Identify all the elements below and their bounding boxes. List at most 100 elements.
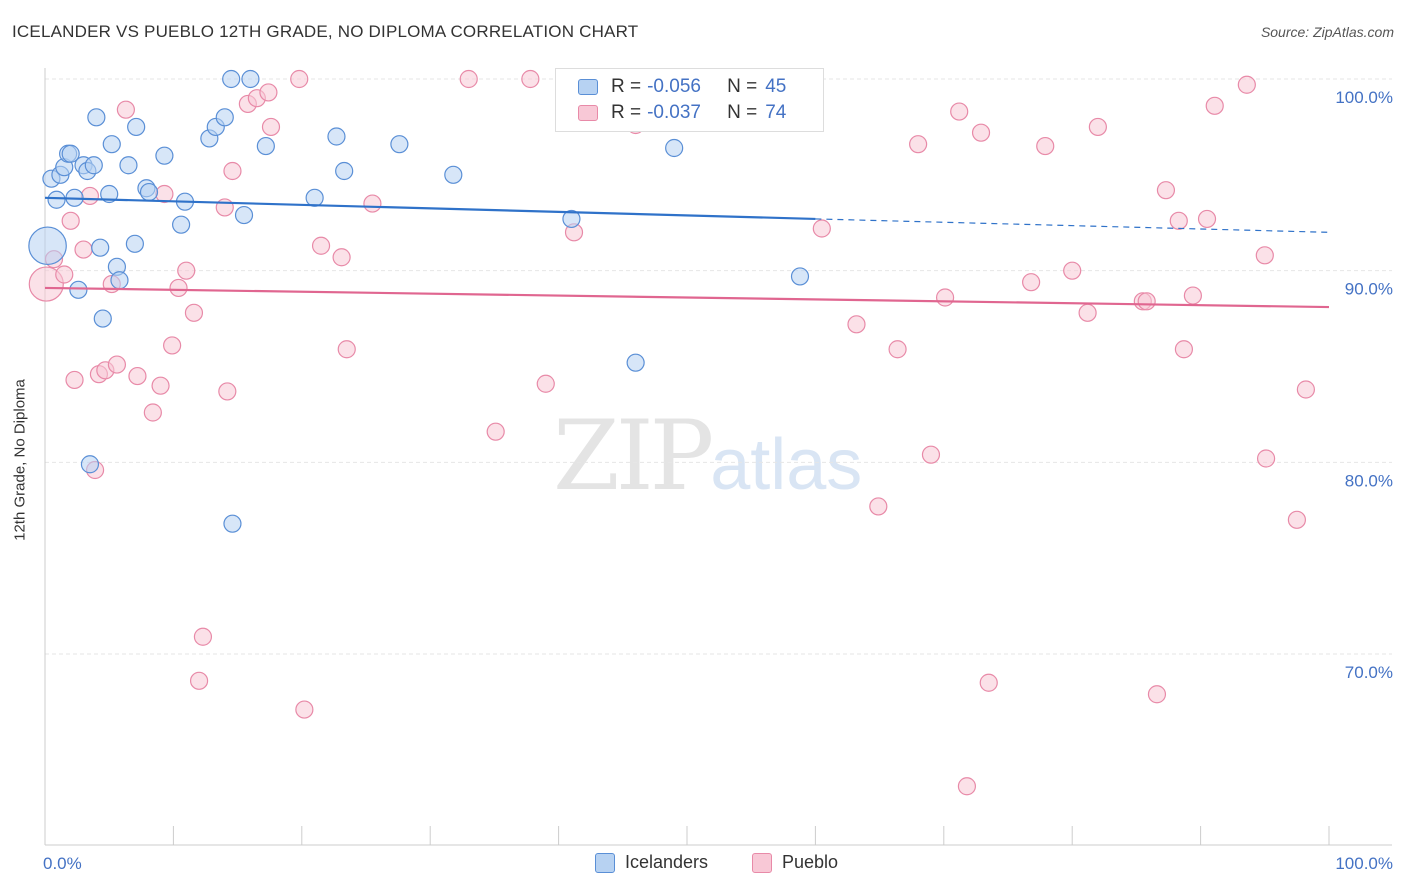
stats-row-icelanders: R = -0.056 N = 45: [578, 76, 786, 98]
watermark: ZIPatlas: [553, 400, 862, 512]
pueblo-point: [1197, 209, 1217, 229]
pueblo-point: [935, 288, 955, 307]
n-label: N =: [727, 76, 758, 97]
watermark-atlas: atlas: [710, 425, 863, 505]
pueblo-trend-line: [44, 286, 1330, 309]
pueblo-point: [971, 123, 991, 142]
legend-label-pueblo: Pueblo: [782, 852, 839, 872]
pueblo-point: [215, 198, 234, 217]
icelanders-point: [47, 190, 66, 209]
pueblo-point: [1174, 340, 1194, 359]
pueblo-point: [151, 376, 170, 395]
pueblo-point: [61, 211, 80, 230]
pueblo-point: [888, 340, 907, 359]
pueblo-point: [218, 382, 237, 401]
icelanders-point: [119, 156, 138, 175]
pueblo-point: [979, 673, 998, 692]
legend-item-icelanders[interactable]: Icelanders: [595, 852, 708, 873]
pueblo-point: [521, 69, 540, 89]
pueblo-point: [169, 278, 188, 298]
icelanders-point: [91, 238, 110, 257]
pueblo-point: [1088, 117, 1107, 137]
pueblo-point: [80, 186, 100, 206]
pueblo-point: [311, 236, 331, 255]
icelanders-trend-line: [44, 196, 816, 221]
r-label: R =: [611, 102, 642, 123]
stats-row-pueblo: R = -0.037 N = 74: [578, 102, 786, 124]
x-tick-label: 100.0%: [1335, 854, 1393, 873]
icelanders-point: [215, 108, 234, 127]
pueblo-point: [128, 366, 147, 386]
pueblo-point: [74, 240, 93, 259]
tick-labels: 100.0% 90.0% 80.0% 70.0% 0.0% 100.0%: [43, 88, 1393, 873]
icelanders-point: [562, 209, 581, 229]
pueblo-point: [261, 117, 281, 137]
icelanders-point: [155, 146, 174, 165]
pueblo-point: [332, 248, 351, 267]
icelanders-point: [390, 135, 409, 154]
pueblo-point: [1036, 136, 1055, 156]
pueblo-point: [107, 355, 127, 374]
icelanders-point: [127, 117, 146, 137]
icelanders-point: [100, 184, 119, 204]
axes: [44, 68, 1392, 846]
pueblo-points: [28, 69, 1315, 796]
pueblo-point: [177, 261, 196, 280]
pueblo-point: [290, 69, 309, 89]
pueblo-point: [363, 194, 382, 213]
stats-legend: R = -0.056 N = 45 R = -0.037 N = 74: [555, 68, 824, 132]
pueblo-point: [459, 69, 478, 89]
pueblo-point: [1078, 303, 1097, 322]
icelanders-point: [444, 165, 463, 184]
pueblo-point: [1169, 211, 1188, 230]
icelanders-point: [125, 234, 144, 253]
pueblo-point: [189, 671, 209, 690]
legend-item-pueblo[interactable]: Pueblo: [752, 852, 838, 873]
icelanders-point: [241, 69, 260, 89]
icelanders-point: [256, 136, 275, 156]
icelanders-swatch: [595, 852, 615, 873]
pueblo-point: [1296, 380, 1315, 399]
icelanders-point: [626, 353, 645, 372]
pueblo-swatch: [752, 852, 772, 873]
icelanders-point: [223, 514, 242, 533]
r-value: -0.056: [647, 76, 701, 97]
r-label: R =: [611, 76, 642, 97]
legend-label-icelanders: Icelanders: [625, 852, 709, 872]
icelanders-point: [234, 205, 254, 225]
icelanders-point: [28, 226, 67, 266]
pueblo-point: [1237, 75, 1256, 94]
icelanders-point: [110, 271, 129, 290]
pueblo-point: [1063, 261, 1082, 280]
pueblo-point: [193, 627, 213, 646]
pueblo-point: [950, 102, 969, 121]
pueblo-point: [1156, 181, 1176, 200]
pueblo-point: [116, 100, 135, 119]
pueblo-point: [337, 340, 356, 359]
pueblo-point: [55, 265, 74, 284]
pueblo-point: [223, 161, 242, 181]
pueblo-point: [295, 700, 314, 719]
icelanders-trend-extension: [815, 218, 1330, 233]
watermark-zip: ZIP: [553, 400, 714, 512]
icelanders-point: [172, 215, 191, 234]
r-value: -0.037: [647, 102, 701, 123]
y-tick-label: 70.0%: [1345, 663, 1393, 682]
pueblo-point: [536, 374, 555, 393]
pueblo-point: [957, 777, 977, 796]
y-tick-label: 90.0%: [1345, 280, 1393, 299]
icelanders-point: [335, 161, 354, 181]
icelanders-point: [61, 144, 80, 163]
icelanders-point: [93, 309, 112, 328]
icelanders-point: [305, 188, 324, 207]
pueblo-point: [847, 315, 866, 334]
pueblo-point: [1147, 685, 1167, 704]
pueblo-point: [486, 422, 505, 441]
pueblo-point: [869, 497, 888, 516]
icelanders-swatch: [578, 79, 598, 95]
pueblo-point: [1287, 510, 1307, 529]
pueblo-point: [1022, 273, 1041, 292]
pueblo-point: [65, 370, 84, 390]
y-tick-label: 80.0%: [1345, 471, 1393, 490]
